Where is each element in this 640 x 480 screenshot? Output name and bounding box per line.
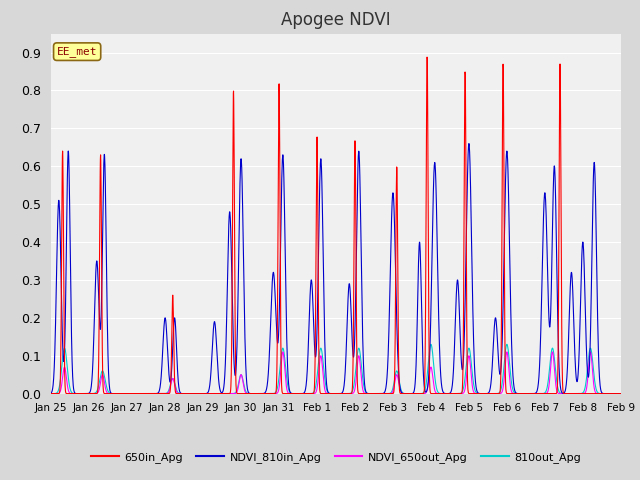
Text: EE_met: EE_met <box>57 46 97 57</box>
Legend: 650in_Apg, NDVI_810in_Apg, NDVI_650out_Apg, 810out_Apg: 650in_Apg, NDVI_810in_Apg, NDVI_650out_A… <box>86 447 586 467</box>
Title: Apogee NDVI: Apogee NDVI <box>281 11 391 29</box>
